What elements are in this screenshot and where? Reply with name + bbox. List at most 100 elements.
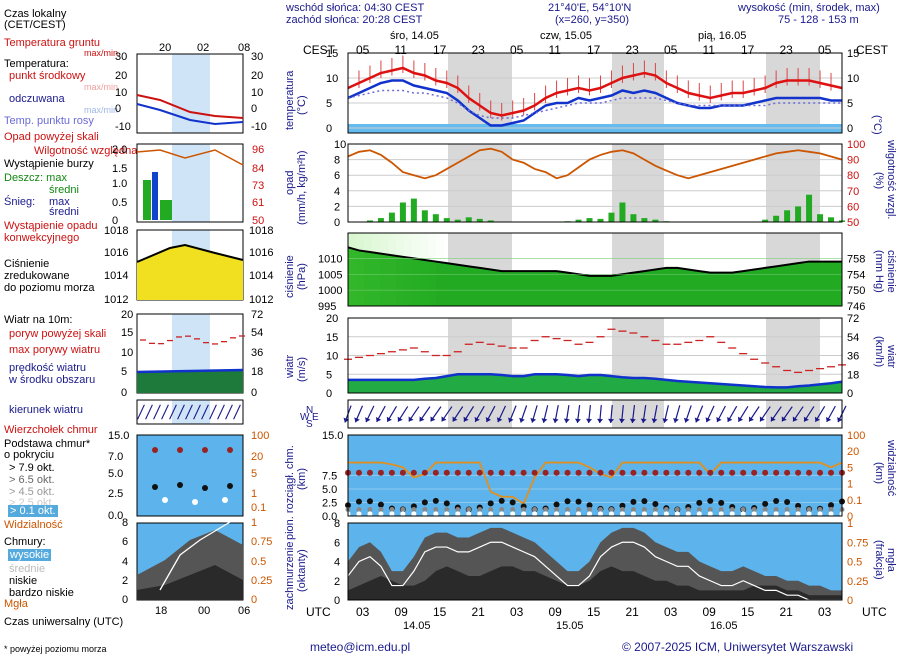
mini-y-tick: 1012 bbox=[104, 294, 128, 306]
cloud-base-dot bbox=[455, 511, 461, 517]
wind-arrow bbox=[651, 405, 658, 423]
mini-panel-frame bbox=[136, 53, 244, 134]
legend-rain-mid: średni bbox=[49, 184, 79, 196]
wind-arrow bbox=[552, 405, 559, 423]
wind-arrow bbox=[759, 406, 771, 422]
y-tick-label: 7.5 bbox=[322, 471, 337, 483]
wind-arrow-head bbox=[452, 416, 458, 422]
mini-y-tick: 0 bbox=[122, 594, 128, 606]
cloud-base-dot bbox=[411, 507, 417, 513]
cloud-base-dot bbox=[784, 511, 790, 517]
top-hour-label: 23 bbox=[626, 43, 640, 57]
mini-y2-tick: 72 bbox=[251, 309, 263, 321]
y-tick-label: 5 bbox=[326, 98, 332, 110]
cloud-top-dot bbox=[575, 469, 582, 476]
cloud-top-dot bbox=[520, 469, 527, 476]
mini-felt-line bbox=[136, 103, 244, 126]
cloud-top-dot bbox=[729, 469, 736, 476]
wind-arrow-head bbox=[759, 416, 765, 422]
mini-wind-arrow-shaft bbox=[209, 404, 217, 420]
wind-arrow-head bbox=[748, 416, 754, 422]
mini-y-tick: 0 bbox=[115, 103, 121, 115]
cloud-base-dot bbox=[740, 511, 746, 517]
y2-tick-label: 100 bbox=[847, 139, 865, 151]
cloud-top-dot bbox=[674, 469, 681, 476]
precip-bar bbox=[454, 219, 461, 222]
cloud-top-dot bbox=[586, 469, 593, 476]
cloud-base-dot bbox=[510, 507, 516, 513]
cloud-top-dot bbox=[421, 469, 428, 476]
y-tick-label: 0 bbox=[334, 595, 340, 607]
y-tick-label: 4 bbox=[334, 186, 340, 198]
wind-arrow-head bbox=[463, 416, 469, 422]
mini-cloud-dot bbox=[152, 484, 158, 490]
y2-tick-label: 0.1 bbox=[847, 495, 862, 507]
wind-arrow bbox=[496, 405, 507, 423]
cloud-top-dot bbox=[564, 469, 571, 476]
mini-wind-arrow-shaft bbox=[145, 404, 153, 420]
precip-bar bbox=[597, 218, 604, 222]
legend-temperature: Temperatura: bbox=[4, 58, 69, 70]
mini-y2-tick: 54 bbox=[251, 327, 263, 339]
cloud-base-dot bbox=[817, 511, 823, 517]
cloud-base-dot bbox=[619, 502, 626, 509]
y2-tick-label: 0 bbox=[847, 595, 853, 607]
legend-gust-max: max porywy wiatru bbox=[9, 344, 101, 356]
utc-right: UTC bbox=[862, 605, 887, 619]
mini-wind-arrow bbox=[169, 404, 177, 420]
legend-okt65: > 6.5 okt. bbox=[9, 474, 55, 486]
footer-email[interactable]: meteo@icm.edu.pl bbox=[310, 640, 411, 654]
wind-arrow bbox=[586, 404, 592, 424]
legend-storm: Wystąpienie burzy bbox=[4, 158, 94, 170]
cloud-base-dot bbox=[762, 511, 768, 517]
wind-arrow-head bbox=[530, 417, 537, 423]
wind-arrow bbox=[441, 406, 453, 422]
mini-y-tick: 2.5 bbox=[108, 488, 123, 500]
wind-arrow-head bbox=[365, 417, 371, 423]
cloud-base-dot bbox=[641, 511, 647, 517]
wind-arrow bbox=[463, 406, 475, 422]
cloud-base-dot bbox=[685, 507, 691, 513]
top-hour-label: 23 bbox=[472, 43, 486, 57]
wind-arrow bbox=[814, 405, 826, 423]
y-tick-label: 5.0 bbox=[322, 484, 337, 496]
y2-tick-label: 754 bbox=[847, 269, 865, 281]
wind-arrow-head bbox=[386, 416, 392, 422]
mini-y-tick: -10 bbox=[115, 121, 131, 133]
cloud-base-dot bbox=[663, 511, 669, 517]
cloud-top-dot bbox=[443, 469, 450, 476]
legend-footnote: * powyżej poziomu morza bbox=[4, 644, 107, 654]
mini-y-tick: 2 bbox=[122, 575, 128, 587]
grid-text: (x=260, y=350) bbox=[555, 14, 629, 26]
cloud-base-dot bbox=[718, 511, 724, 517]
night-band bbox=[766, 400, 820, 428]
cloud-base-dot bbox=[806, 507, 812, 513]
cloud-top-dot bbox=[553, 469, 560, 476]
legend-humidity: Wilgotność względna bbox=[34, 145, 138, 157]
y-tick-label: 15.0 bbox=[322, 430, 343, 442]
wind-arrow-head bbox=[408, 416, 414, 422]
precip-bar bbox=[795, 206, 802, 222]
mini-y2-tick: 100 bbox=[251, 430, 269, 442]
y-tick-label: 20 bbox=[326, 313, 338, 325]
cloud-base-dot bbox=[806, 511, 812, 517]
cloud-base-dot bbox=[597, 507, 603, 513]
cloud-base-dot bbox=[576, 507, 582, 513]
compass-w: W bbox=[300, 412, 310, 423]
cloud-base-dot bbox=[355, 498, 362, 505]
wind-arrow bbox=[803, 406, 815, 422]
cloud-top-dot bbox=[685, 469, 692, 476]
cloud-base-dot bbox=[630, 507, 636, 513]
y2-tick-label: 758 bbox=[847, 253, 865, 265]
y2-tick-label: 18 bbox=[847, 369, 859, 381]
wind-arrow-head bbox=[397, 416, 403, 422]
legend-wind-title: Wiatr na 10m: bbox=[4, 314, 73, 326]
bottom-hour-label: 21 bbox=[626, 605, 640, 619]
wind-arrow bbox=[474, 405, 485, 423]
mini-wind-arrow-shaft bbox=[185, 404, 193, 420]
pressure-shade bbox=[372, 233, 380, 306]
y2-tick-label: 80 bbox=[847, 170, 859, 182]
wind-arrow bbox=[792, 406, 804, 422]
wind-arrow bbox=[705, 405, 715, 423]
precip-bar bbox=[476, 218, 483, 222]
